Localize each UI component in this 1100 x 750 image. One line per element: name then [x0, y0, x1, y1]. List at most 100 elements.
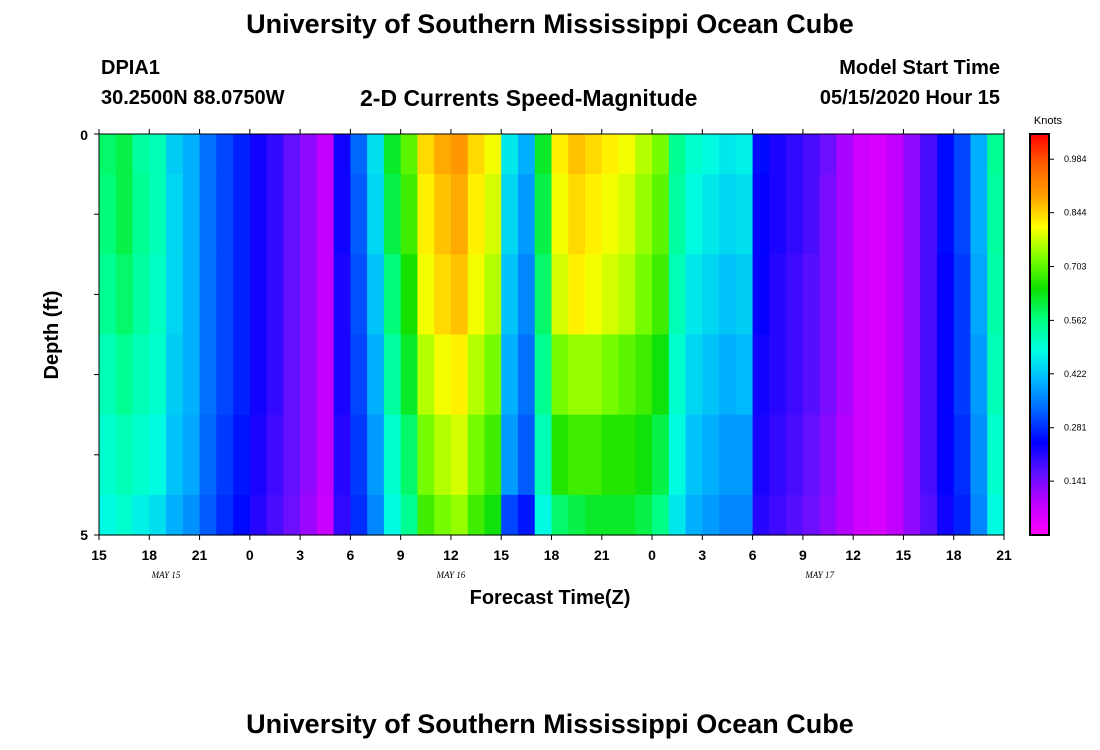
colorbar-tick-label: 0.422: [1064, 369, 1087, 379]
heatmap-cell: [450, 494, 469, 536]
heatmap-cell: [182, 174, 201, 255]
heatmap-cell: [920, 414, 938, 496]
colorbar: [1029, 133, 1050, 536]
heatmap-cell: [383, 254, 402, 336]
heatmap-cell: [417, 414, 435, 496]
heatmap-cell: [953, 174, 972, 255]
date-label: MAY 16: [436, 570, 466, 580]
heatmap-cell: [685, 414, 703, 496]
x-tick-label: 15: [493, 547, 509, 563]
heatmap-cell: [970, 254, 988, 336]
heatmap-cell: [501, 494, 519, 536]
heatmap-cell: [568, 414, 586, 496]
heatmap-cell: [367, 254, 385, 336]
heatmap-cell: [601, 414, 620, 496]
heatmap-cell: [769, 174, 787, 255]
colorbar-tick-label: 0.141: [1064, 476, 1087, 486]
heatmap-cell: [283, 254, 301, 336]
heatmap-cell: [149, 174, 167, 255]
heatmap-cell: [920, 254, 938, 336]
heatmap-cell: [769, 254, 787, 336]
heatmap-cell: [249, 494, 268, 536]
heatmap-cell: [400, 254, 419, 336]
heatmap-cell: [819, 494, 838, 536]
heatmap-cell: [819, 254, 838, 336]
x-tick-label: 18: [946, 547, 962, 563]
heatmap-cell: [903, 334, 921, 416]
heatmap-cell: [99, 254, 117, 336]
heatmap-cell: [903, 414, 921, 496]
heatmap-cell: [702, 134, 720, 175]
heatmap-cell: [685, 174, 703, 255]
y-tick-label-top: 0: [80, 127, 88, 143]
heatmap-cell: [936, 174, 955, 255]
heatmap-cell: [517, 134, 536, 175]
heatmap-cell: [652, 174, 670, 255]
heatmap-cell: [903, 134, 921, 175]
heatmap-cell: [786, 414, 804, 496]
heatmap-cell: [953, 414, 972, 496]
heatmap-cell: [484, 174, 502, 255]
heatmap-cell: [417, 254, 435, 336]
heatmap-cell: [585, 254, 603, 336]
heatmap-cell: [300, 494, 318, 536]
model-start-label: Model Start Time: [839, 57, 1000, 79]
heatmap-cell: [333, 254, 351, 336]
heatmap-cell: [300, 414, 318, 496]
x-tick-label: 6: [346, 547, 354, 563]
heatmap-cell: [936, 334, 955, 416]
heatmap-cell: [702, 174, 720, 255]
heatmap-cell: [652, 494, 670, 536]
heatmap-cell: [166, 414, 184, 496]
heatmap-cell: [350, 334, 368, 416]
colorbar-unit: Knots: [1034, 115, 1063, 127]
heatmap-cell: [434, 334, 452, 416]
heatmap-cell: [752, 414, 770, 496]
heatmap-cell: [752, 134, 770, 175]
y-tick-label-bottom: 5: [80, 527, 88, 543]
heatmap-cell: [501, 254, 519, 336]
heatmap-cell: [115, 254, 134, 336]
colorbar-ticks: 0.984 0.844 0.703 0.562 0.422 0.281 0.141: [1049, 154, 1087, 486]
x-tick-label: 18: [544, 547, 560, 563]
heatmap-cell: [719, 254, 737, 336]
heatmap-cell: [450, 174, 469, 255]
heatmap-cell: [719, 134, 737, 175]
heatmap-cell: [920, 134, 938, 175]
heatmap-cell: [970, 334, 988, 416]
x-tick-label: 15: [896, 547, 912, 563]
heatmap-cell: [568, 334, 586, 416]
heatmap-cell: [601, 254, 620, 336]
heatmap-cell: [987, 134, 1005, 175]
heatmap-cell: [836, 254, 854, 336]
heatmap-cell: [383, 134, 402, 175]
heatmap-cell: [266, 494, 284, 536]
heatmap-cell: [166, 174, 184, 255]
heatmap-cell: [551, 494, 569, 536]
heatmap-cell: [517, 254, 536, 336]
heatmap-cell: [400, 134, 419, 175]
heatmap-cell: [752, 334, 770, 416]
heatmap-cell: [199, 334, 217, 416]
colorbar-tick-label: 0.281: [1064, 423, 1087, 433]
x-tick-label: 9: [397, 547, 405, 563]
heatmap-cell: [953, 254, 972, 336]
heatmap-cell: [484, 414, 502, 496]
heatmap-cell: [149, 414, 167, 496]
heatmap-cell: [216, 254, 234, 336]
x-tick-label: 18: [141, 547, 157, 563]
heatmap-cell: [216, 134, 234, 175]
heatmap-cell: [786, 334, 804, 416]
x-axis-label: Forecast Time(Z): [470, 587, 631, 609]
page-title: University of Southern Mississippi Ocean…: [246, 9, 854, 39]
y-axis-label: Depth (ft): [41, 291, 63, 380]
heatmap-cell: [534, 334, 553, 416]
heatmap-cell: [266, 334, 284, 416]
heatmap-cell: [333, 494, 351, 536]
heatmap-cell: [333, 134, 351, 175]
heatmap-cell: [735, 414, 754, 496]
heatmap-cell: [551, 254, 569, 336]
heatmap-cell: [300, 174, 318, 255]
heatmap-cell: [853, 414, 871, 496]
heatmap-cell: [367, 134, 385, 175]
